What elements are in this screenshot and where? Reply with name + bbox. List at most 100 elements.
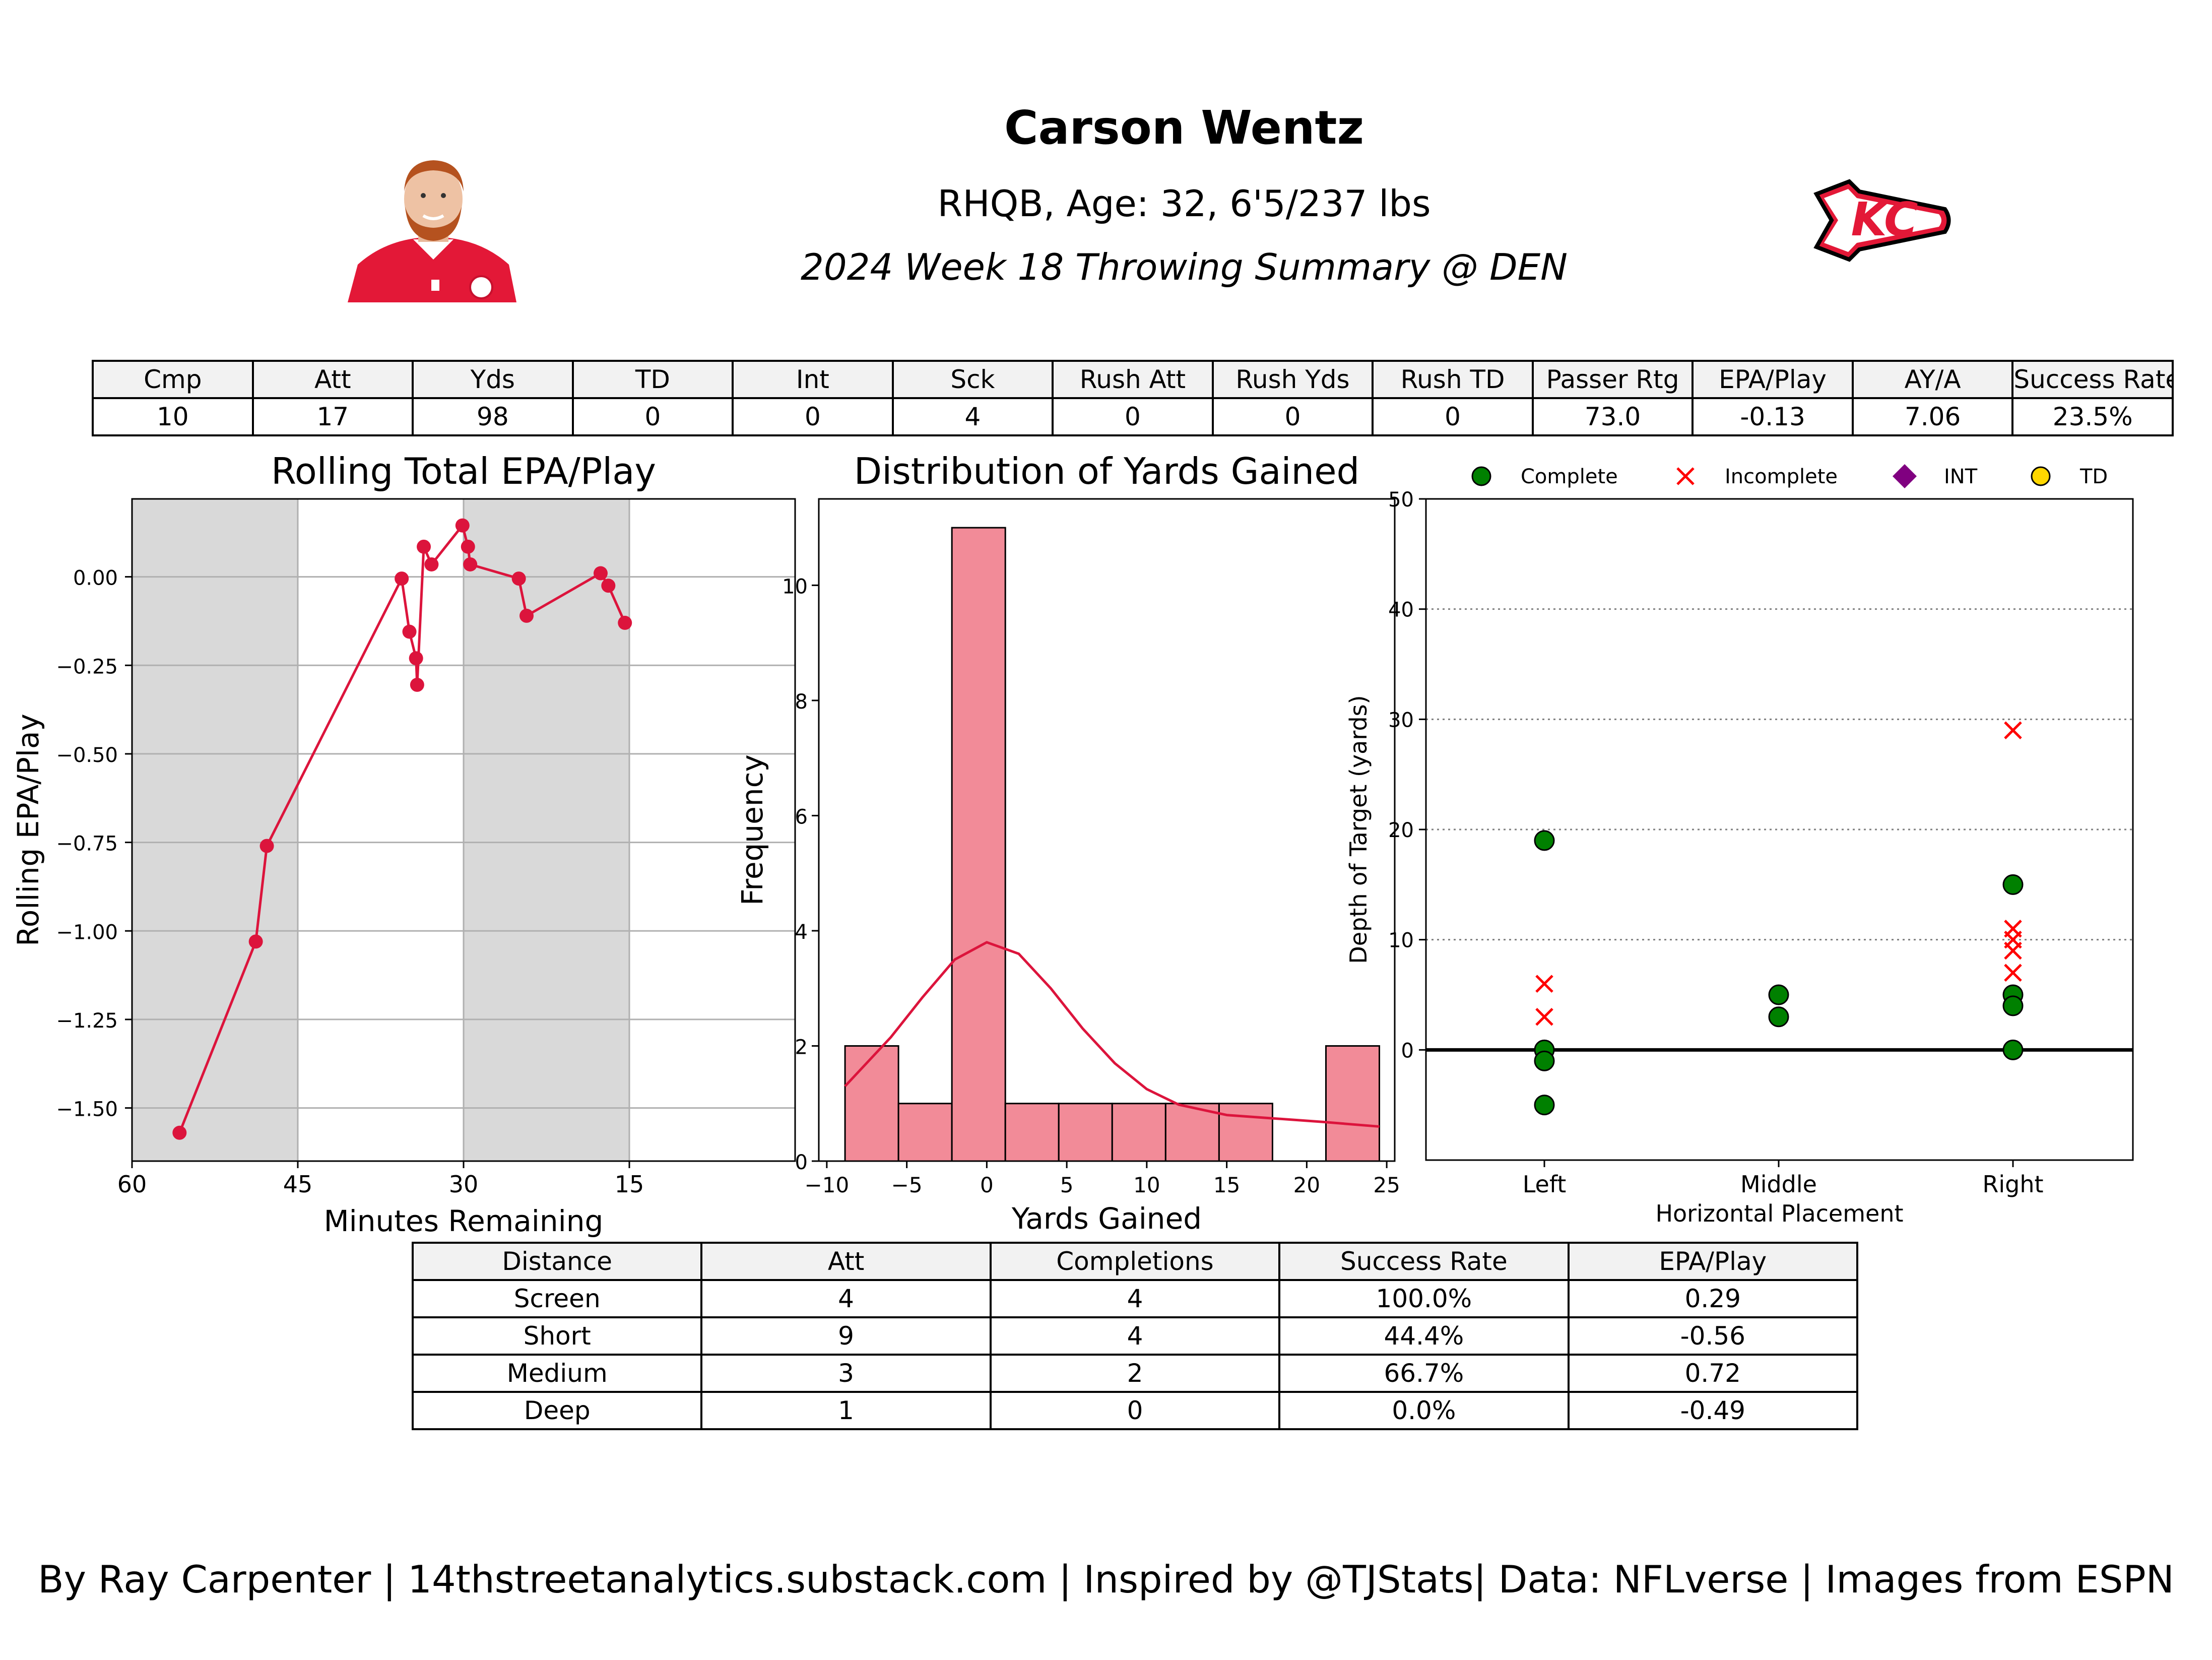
quarter-shade: [132, 499, 298, 1161]
distance-breakdown-cell: Screen: [411, 1279, 703, 1318]
y-tick-label: 10: [782, 575, 808, 598]
game-stats-value-cell: 7.06: [1851, 397, 2014, 436]
distance-breakdown-table: Distance Att Completions Success Rate EPA/Pl…: [411, 1242, 1859, 1430]
y-tick-label: 40: [1388, 599, 1414, 622]
incomplete-pass-marker: [1535, 975, 1553, 993]
y-tick-label: 6: [795, 805, 808, 828]
histogram-bar: [844, 1045, 899, 1162]
rolling-epa-point: [424, 557, 439, 571]
histogram-bar: [1058, 1103, 1113, 1162]
game-stats-value-cell: 4: [891, 397, 1054, 436]
rolling-epa-point: [410, 677, 424, 692]
distance-breakdown-row: Screen 4 4 100.0% 0.29: [411, 1279, 1859, 1318]
summary-title: 2024 Week 18 Throwing Summary @ DEN: [801, 246, 1568, 288]
x-category-label: Left: [1523, 1171, 1567, 1198]
team-logo-text: KC: [1851, 193, 1918, 246]
legend-marker-td: [2031, 466, 2051, 486]
distance-breakdown-header-row: Distance Att Completions Success Rate EPA/Pl…: [411, 1242, 1859, 1281]
incomplete-pass-marker: [2004, 721, 2022, 739]
distance-breakdown-cell: 4: [989, 1316, 1281, 1356]
game-stats-value-cell: 0: [1211, 397, 1374, 436]
x-tick-label: 10: [1133, 1173, 1160, 1197]
x-tick-label: 5: [1060, 1173, 1074, 1197]
game-stats-header-cell: Att: [251, 360, 414, 399]
rolling-epa-point: [259, 839, 274, 853]
histogram-bar: [1004, 1103, 1060, 1162]
distance-breakdown-cell: 4: [700, 1279, 992, 1318]
complete-pass-marker: [2002, 1039, 2024, 1060]
distance-breakdown-cell: 2: [989, 1354, 1281, 1393]
distance-breakdown-cell: 9: [700, 1316, 992, 1356]
distance-breakdown-cell: 44.4%: [1278, 1316, 1570, 1356]
x-tick-label: 30: [449, 1171, 479, 1198]
rolling-epa-ylabel: Rolling EPA/Play: [11, 714, 45, 946]
distance-breakdown-header-cell: Att: [700, 1242, 992, 1281]
y-tick-label: 50: [1388, 488, 1414, 512]
x-tick-label: 45: [283, 1171, 313, 1198]
y-tick-label: −0.75: [56, 833, 118, 856]
rolling-epa-point: [248, 934, 263, 949]
y-tick-label: −1.25: [56, 1009, 118, 1033]
rolling-epa-point: [417, 539, 431, 554]
distance-breakdown-header-cell: Completions: [989, 1242, 1281, 1281]
game-stats-header-cell: TD: [571, 360, 734, 399]
x-tick-label: −10: [805, 1173, 850, 1197]
rolling-epa-point: [395, 571, 409, 586]
game-stats-value-cell: 23.5%: [2011, 397, 2174, 436]
game-stats-header-row: Cmp Att Yds TD Int Sck Rush Att Rush Yds Rush TD…: [92, 360, 2174, 399]
game-stats-value-cell: 0: [732, 397, 894, 436]
y-tick-label: 0: [795, 1151, 808, 1174]
yards-dist-ylabel: Frequency: [735, 754, 769, 906]
distance-breakdown-cell: 3: [700, 1354, 992, 1393]
y-tick-label: −0.25: [56, 655, 118, 678]
y-tick-label: 20: [1388, 819, 1414, 842]
y-tick-label: 10: [1388, 929, 1414, 952]
y-tick-label: 0: [1401, 1039, 1414, 1062]
histogram-bar: [951, 527, 1006, 1162]
y-tick-label: 2: [795, 1036, 808, 1059]
y-tick-label: 30: [1388, 709, 1414, 732]
incomplete-pass-marker: [2004, 941, 2022, 960]
distance-breakdown-row: Short 9 4 44.4% -0.56: [411, 1316, 1859, 1356]
game-stats-value-cell: 0: [1372, 397, 1534, 436]
x-tick-label: −5: [891, 1173, 923, 1197]
team-logo: KC: [1813, 179, 1951, 262]
rolling-epa-point: [402, 624, 417, 639]
rolling-epa-point: [593, 566, 608, 581]
game-stats-header-cell: Cmp: [92, 360, 254, 399]
y-tick-label: −1.00: [56, 921, 118, 944]
game-stats-header-cell: Rush Att: [1052, 360, 1214, 399]
histogram-bar: [1218, 1103, 1273, 1162]
rolling-epa-point: [463, 557, 478, 571]
rolling-epa-point: [455, 518, 470, 533]
rolling-epa-title: Rolling Total EPA/Play: [271, 450, 656, 492]
histogram-bar: [1111, 1103, 1166, 1162]
rolling-epa-point: [461, 539, 475, 554]
distance-breakdown-header-cell: EPA/Play: [1567, 1242, 1859, 1281]
player-headshot: [348, 160, 516, 302]
x-tick-label: 15: [1213, 1173, 1240, 1197]
yards-dist-xlabel: Yards Gained: [1011, 1201, 1202, 1236]
game-stats-header-cell: EPA/Play: [1691, 360, 1854, 399]
x-tick-label: 0: [980, 1173, 994, 1197]
kde-curve: [844, 941, 1380, 1128]
distance-breakdown-cell: Deep: [411, 1391, 703, 1430]
game-stats-value-cell: 0: [571, 397, 734, 436]
game-stats-header-cell: Yds: [412, 360, 574, 399]
game-stats-value-cell: 17: [251, 397, 414, 436]
rolling-epa-point: [511, 571, 526, 586]
depth-ylabel: Depth of Target (yards): [1345, 695, 1372, 964]
distance-breakdown-row: Medium 3 2 66.7% 0.72: [411, 1354, 1859, 1393]
game-stats-value-cell: 0: [1052, 397, 1214, 436]
distance-breakdown-cell: 0: [989, 1391, 1281, 1430]
yards-dist-axes-frame: [818, 498, 1396, 1162]
complete-pass-marker: [1534, 1095, 1555, 1116]
legend-marker-incomplete: [1676, 467, 1695, 485]
rolling-epa-point: [618, 615, 632, 630]
distance-breakdown-cell: 66.7%: [1278, 1354, 1570, 1393]
game-stats-value-cell: -0.13: [1691, 397, 1854, 436]
histogram-bar: [897, 1103, 953, 1162]
distance-breakdown-cell: 0.0%: [1278, 1391, 1570, 1430]
game-stats-value-cell: 98: [412, 397, 574, 436]
complete-pass-marker: [1768, 984, 1789, 1005]
